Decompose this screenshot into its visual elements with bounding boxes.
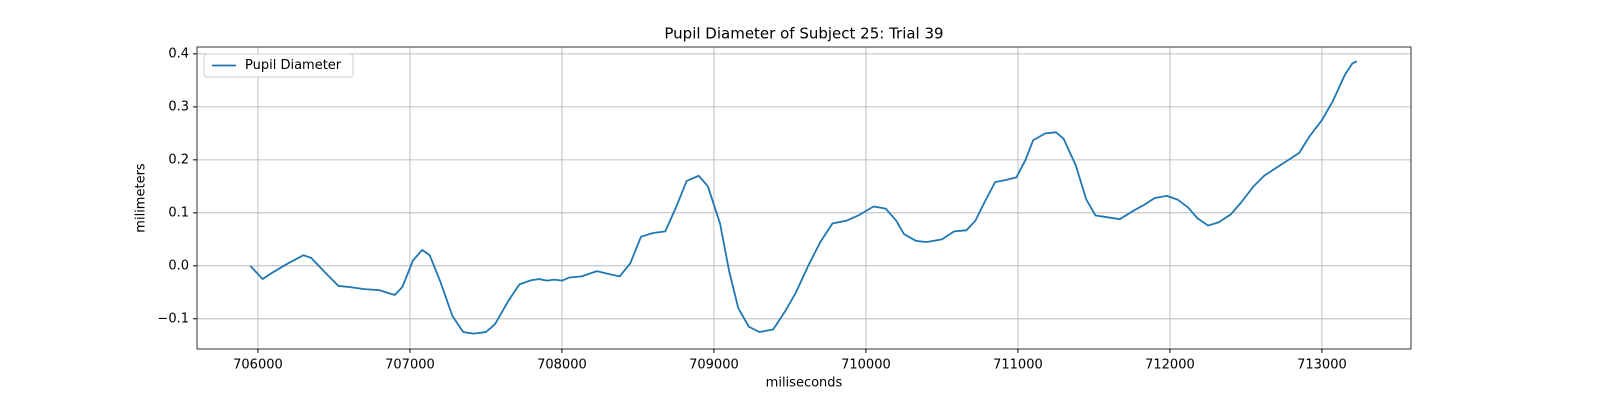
x-tick-label: 712000 <box>1145 358 1195 373</box>
x-tick-label: 708000 <box>537 358 587 373</box>
y-tick-label: 0.4 <box>168 46 189 61</box>
y-tick-label: 0.3 <box>168 99 189 114</box>
x-tick-label: 710000 <box>841 358 891 373</box>
x-tick-label: 706000 <box>233 358 283 373</box>
legend-box <box>203 53 354 78</box>
x-axis-label: miliseconds <box>766 376 843 391</box>
plot-frame <box>196 46 1412 350</box>
y-tick-label: 0.1 <box>168 205 189 220</box>
y-axis-label: milimeters <box>134 163 149 233</box>
x-tick-label: 709000 <box>689 358 739 373</box>
line-series <box>249 60 1358 335</box>
x-tick-label: 707000 <box>385 358 435 373</box>
chart-title: Pupil Diameter of Subject 25: Trial 39 <box>664 25 943 43</box>
y-tick-label: 0.0 <box>168 258 189 273</box>
legend-label: Pupil Diameter <box>245 58 342 73</box>
x-tick-label: 713000 <box>1297 358 1347 373</box>
y-tick-label: 0.2 <box>168 152 189 167</box>
y-tick-label: −0.1 <box>157 311 189 326</box>
x-tick-label: 711000 <box>993 358 1043 373</box>
